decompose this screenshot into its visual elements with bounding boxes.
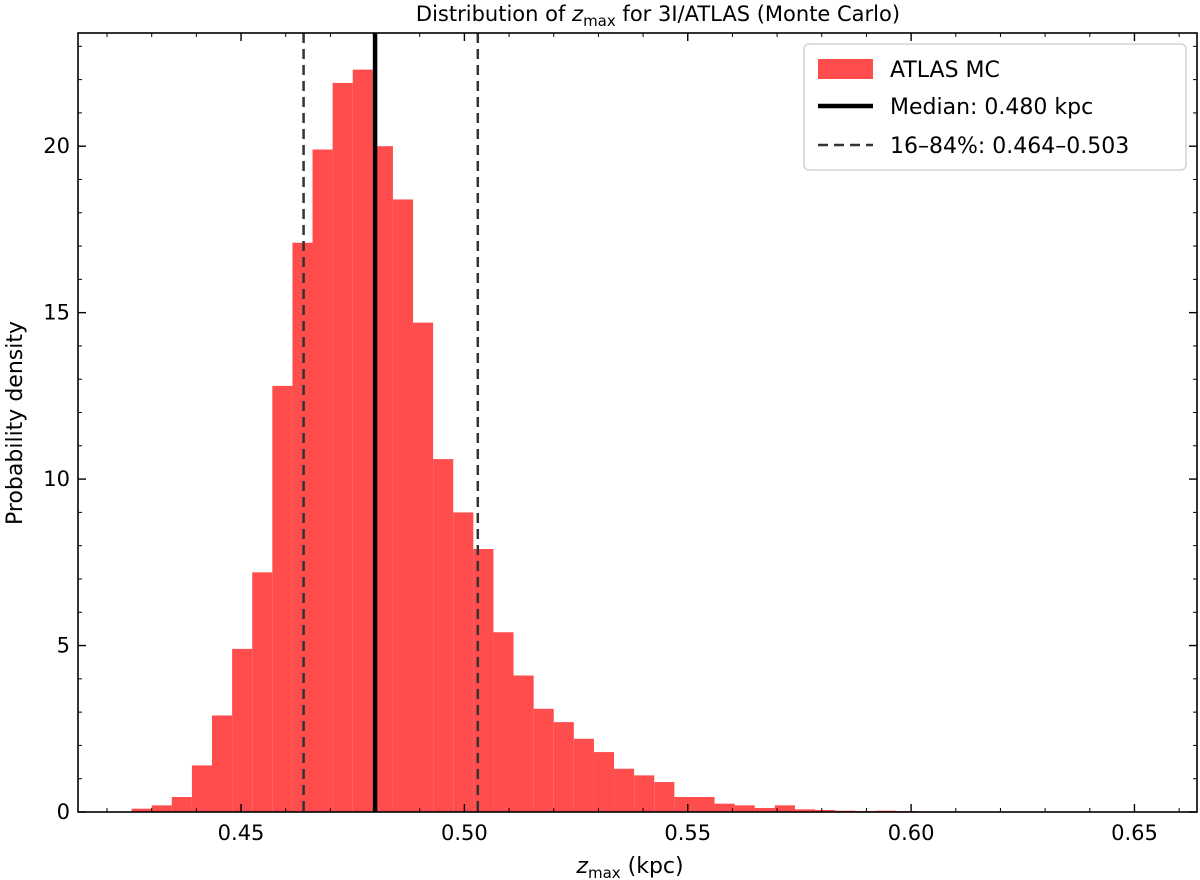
y-tick-label: 20: [43, 134, 70, 158]
legend-entry-median: Median: 0.480 kpc: [890, 95, 1093, 120]
y-tick-label: 5: [57, 634, 70, 658]
histogram-bar: [634, 775, 655, 812]
legend-entry-atlas-mc: ATLAS MC: [890, 58, 1000, 83]
histogram-bar: [191, 765, 213, 812]
histogram-bar: [694, 797, 715, 812]
axis-ticks: 0.45 0.50 0.55 0.60 0.65 0 5 10 15 20: [43, 33, 1197, 845]
histogram-bar: [734, 805, 755, 812]
histogram-bar: [573, 738, 594, 812]
histogram-bar: [553, 722, 574, 812]
histogram-bar: [714, 803, 735, 812]
x-tick-label: 0.55: [664, 821, 711, 845]
x-tick-label: 0.50: [441, 821, 488, 845]
histogram-bar: [413, 322, 434, 812]
histogram-bar: [513, 675, 534, 812]
plot-frame: [77, 32, 1198, 813]
histogram-bar: [493, 632, 514, 812]
histogram-bar: [312, 149, 333, 812]
histogram-bar: [614, 768, 635, 812]
reference-lines: [302, 33, 480, 812]
histogram-bar: [131, 808, 152, 812]
y-tick-label: 15: [43, 301, 70, 325]
histogram-bar: [754, 808, 775, 812]
histogram-bar: [473, 549, 494, 812]
histogram-bar: [453, 512, 474, 812]
histogram-bar: [654, 782, 675, 812]
histogram-bar: [171, 797, 192, 812]
x-tick-label: 0.45: [218, 821, 265, 845]
histogram-bar: [252, 572, 273, 812]
histogram-bar: [232, 648, 253, 812]
histogram-bar: [774, 805, 795, 812]
histogram-bar: [272, 385, 293, 812]
histogram-bar: [151, 805, 172, 812]
histogram-bar: [352, 69, 373, 813]
x-tick-label: 0.65: [1111, 821, 1158, 845]
legend-entry-percentile: 16–84%: 0.464–0.503: [890, 134, 1129, 159]
histogram-bar: [212, 715, 233, 812]
histogram-bar: [372, 146, 393, 812]
histogram-bar: [794, 809, 816, 812]
y-axis-label: Probability density: [3, 321, 28, 525]
histogram-bar: [392, 199, 414, 812]
y-tick-label: 0: [57, 800, 70, 824]
y-tick-label: 10: [43, 467, 70, 491]
histogram-bar: [674, 797, 695, 812]
histogram-bar: [292, 242, 313, 812]
histogram-bar: [533, 708, 554, 812]
bars-layer: [131, 69, 1137, 813]
histogram-bar: [433, 459, 454, 812]
legend: ATLAS MC Median: 0.480 kpc 16–84%: 0.464…: [803, 43, 1187, 171]
x-axis-label: zmax (kpc): [575, 854, 683, 880]
legend-swatch-atlas-mc: [818, 59, 873, 79]
chart-title: Distribution of zmax for 3I/ATLAS (Monte…: [416, 2, 900, 30]
histogram-bar: [593, 752, 615, 812]
histogram-bar: [332, 82, 353, 812]
x-tick-label: 0.60: [888, 821, 935, 845]
histogram-bar: [815, 810, 836, 812]
legend-box: [803, 43, 1187, 171]
